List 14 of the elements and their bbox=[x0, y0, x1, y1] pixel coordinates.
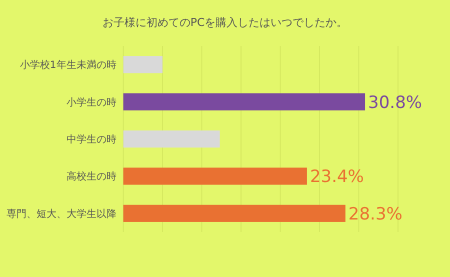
data-label: 23.4% bbox=[310, 167, 364, 188]
y-tick-label: 小学校1年生未満の時 bbox=[20, 59, 116, 72]
bar bbox=[123, 93, 366, 110]
y-tick-label: 中学生の時 bbox=[66, 134, 116, 146]
y-tick-label: 高校生の時 bbox=[66, 170, 116, 183]
y-tick-label: 専門、短大、大学生以降 bbox=[6, 208, 116, 220]
data-label: 28.3% bbox=[348, 204, 402, 224]
bar bbox=[123, 56, 163, 74]
y-tick-label: 小学生の時 bbox=[66, 96, 116, 108]
data-label: 30.8% bbox=[368, 92, 422, 113]
bar bbox=[123, 168, 307, 185]
chart-title: お子様に初めてのPCを購入したはいつでしたか。 bbox=[102, 16, 348, 29]
bar bbox=[123, 204, 346, 222]
bar bbox=[123, 130, 220, 148]
